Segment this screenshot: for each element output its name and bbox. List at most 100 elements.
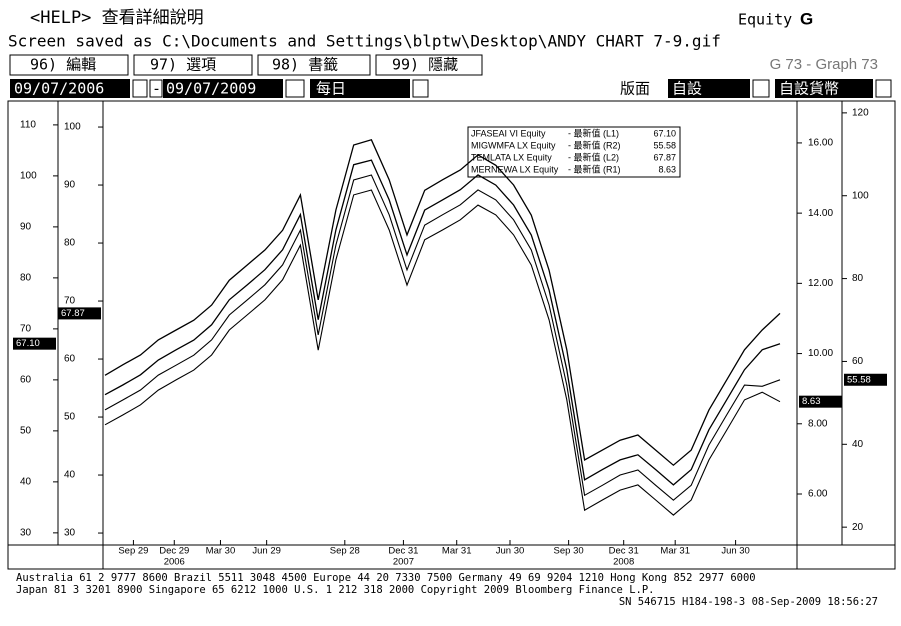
year-label: 2008: [613, 557, 634, 568]
y-tick-label: 100: [64, 122, 81, 133]
y-tick-label: 16.00: [808, 138, 833, 149]
y-tick-label: 20: [852, 522, 864, 533]
year-label: 2006: [164, 557, 185, 568]
x-tick-label: Jun 30: [721, 546, 750, 557]
series-line: [104, 174, 781, 501]
legend-box: [467, 126, 681, 178]
series-line: [104, 159, 781, 486]
input-box[interactable]: [163, 79, 283, 98]
x-tick-label: Jun 29: [252, 546, 281, 557]
y-tick-label: 40: [852, 439, 864, 450]
y-tick-label: 80: [20, 273, 32, 284]
x-tick-label: Sep 29: [118, 546, 148, 557]
legend-label: - 最新值 (L1): [568, 127, 619, 138]
y-tick-label: 14.00: [808, 208, 833, 219]
legend-label: - 最新值 (R1): [568, 163, 621, 174]
button-label[interactable]: 97) 選項: [150, 56, 216, 74]
footer-line: Australia 61 2 9777 8600 Brazil 5511 304…: [16, 572, 756, 584]
y-tick-label: 100: [20, 171, 37, 182]
x-tick-label: Sep 28: [330, 546, 360, 557]
legend-label: - 最新值 (L2): [568, 151, 619, 162]
x-tick-label: Mar 30: [206, 546, 236, 557]
frame-border: [7, 100, 896, 570]
y-tick-label: 110: [20, 120, 36, 131]
x-tick-label: Mar 31: [660, 546, 690, 557]
input-box[interactable]: [875, 79, 892, 98]
last-value-label: 8.63: [802, 396, 821, 407]
last-value-marker: [58, 307, 101, 320]
date-separator: -: [152, 80, 161, 98]
x-tick-label: Sep 30: [554, 546, 584, 557]
legend-value: 55.58: [653, 140, 676, 150]
button-label[interactable]: 99) 隱藏: [392, 56, 458, 74]
input-box: [149, 79, 163, 98]
y-tick-label: 50: [20, 426, 32, 437]
y-tick-label: 60: [852, 356, 864, 367]
y-tick-label: 90: [20, 222, 32, 233]
y-tick-label: 60: [20, 375, 32, 386]
graph-name: G 73 - Graph 73: [770, 56, 878, 73]
button-label[interactable]: 98) 書籤: [272, 56, 338, 74]
legend-name: JFASEAI VI Equity: [471, 128, 546, 138]
y-tick-label: 120: [852, 108, 869, 119]
y-tick-label: 80: [852, 273, 864, 284]
footer-line: SN 546715 H184-198-3 08-Sep-2009 18:56:2…: [619, 596, 878, 608]
y-tick-label: 100: [852, 190, 869, 201]
input-box[interactable]: [412, 79, 429, 98]
x-tick-label: Dec 31: [388, 546, 418, 557]
legend-label: - 最新值 (R2): [568, 139, 621, 150]
button-label[interactable]: 96) 編輯: [30, 56, 96, 74]
help-text[interactable]: <HELP> 查看詳細說明: [30, 8, 204, 28]
x-tick-label: Jun 30: [496, 546, 525, 557]
legend: JFASEAI VI Equity - 最新值 (L1) 67.10 MIGWMFA …: [467, 126, 681, 178]
last-value-label: 55.58: [847, 374, 871, 385]
y-tick-label: 70: [20, 324, 32, 335]
saved-path: Screen saved as C:\Documents and Setting…: [8, 32, 721, 51]
series-line: [104, 139, 781, 467]
legend-name: MIGWMFA LX Equity: [471, 140, 556, 150]
y-tick-label: 40: [64, 470, 76, 481]
last-value-marker: [844, 373, 887, 386]
y-tick-label: 70: [64, 296, 76, 307]
last-value-marker: [799, 395, 842, 408]
y-tick-label: 12.00: [808, 278, 833, 289]
button-box[interactable]: [133, 54, 253, 76]
layout-value[interactable]: 自設: [672, 80, 702, 98]
last-value-label: 67.87: [61, 308, 85, 319]
layout-label: 版面: [620, 80, 650, 98]
chart-frame: [7, 100, 896, 570]
button-box[interactable]: [9, 54, 129, 76]
footer-line: Japan 81 3 3201 8900 Singapore 65 6212 1…: [16, 584, 654, 596]
x-tick-label: Mar 31: [442, 546, 472, 557]
market-label: Equity: [738, 11, 792, 29]
button-box[interactable]: [375, 54, 483, 76]
currency[interactable]: 自設貨幣: [779, 80, 839, 98]
button-box[interactable]: [257, 54, 371, 76]
last-value-label: 67.10: [16, 338, 40, 349]
input-box[interactable]: [10, 79, 130, 98]
input-box[interactable]: [310, 79, 410, 98]
legend-name: MERNEWA LX Equity: [471, 164, 559, 174]
date-row: 09/07/2006 - 09/07/2009 每日 版面 自設 自設貨幣: [10, 79, 892, 98]
start-date[interactable]: 09/07/2006: [14, 80, 104, 98]
input-box[interactable]: [668, 79, 750, 98]
button-row: 96) 編輯 97) 選項 98) 書籤 99) 隱藏: [9, 54, 483, 76]
input-box[interactable]: [752, 79, 770, 98]
end-date[interactable]: 09/07/2009: [166, 80, 256, 98]
legend-value: 8.63: [658, 164, 676, 174]
last-value-marker: [13, 337, 56, 350]
legend-value: 67.87: [653, 152, 676, 162]
y-tick-label: 40: [20, 477, 32, 488]
input-box[interactable]: [775, 79, 873, 98]
y-tick-label: 90: [64, 180, 76, 191]
y-tick-label: 30: [64, 528, 76, 539]
y-tick-label: 60: [64, 354, 76, 365]
input-box[interactable]: [132, 79, 148, 98]
input-box[interactable]: [285, 79, 305, 98]
function-label: G: [800, 9, 813, 28]
legend-value: 67.10: [653, 128, 676, 138]
period[interactable]: 每日: [316, 80, 346, 98]
year-label: 2007: [393, 557, 414, 568]
x-tick-label: Dec 31: [609, 546, 639, 557]
